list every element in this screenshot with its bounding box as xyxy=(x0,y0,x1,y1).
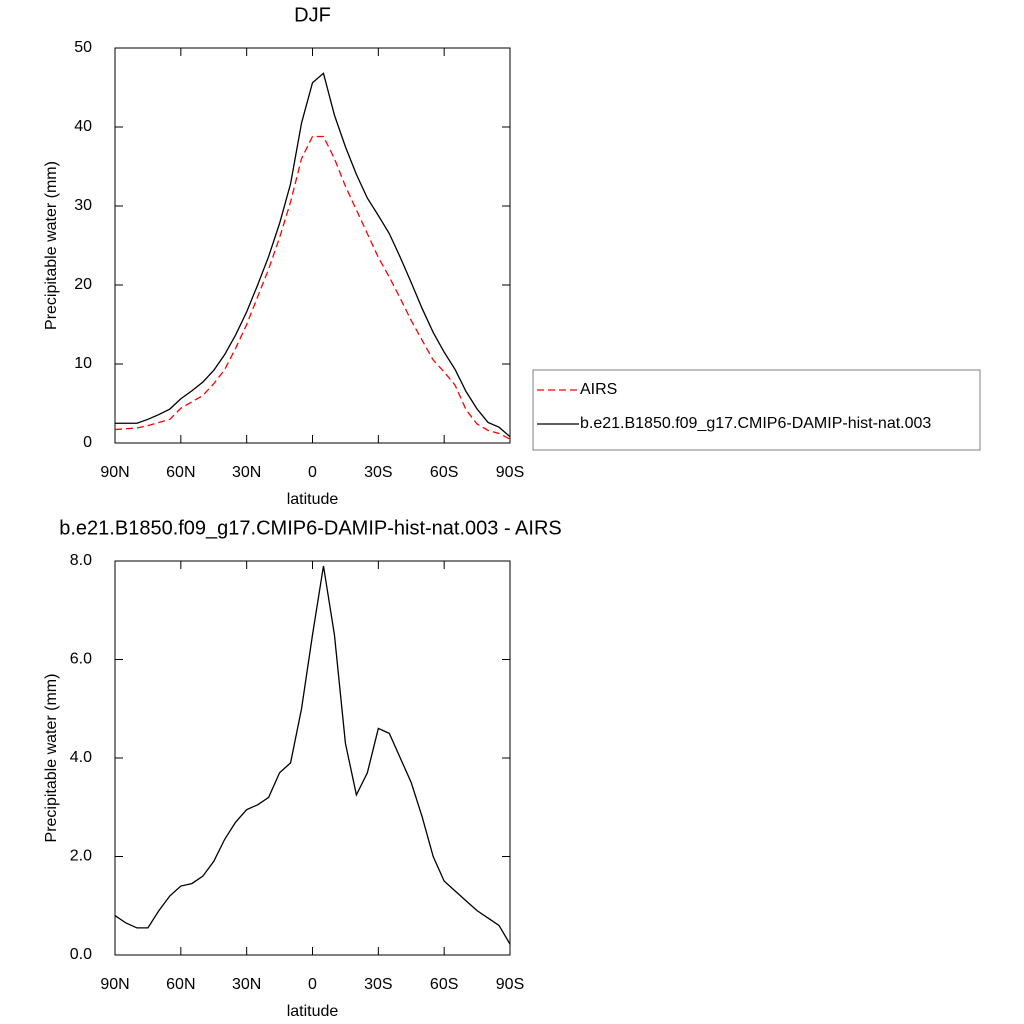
y-tick-label: 2.0 xyxy=(70,848,92,865)
legend-label: b.e21.B1850.f09_g17.CMIP6-DAMIP-hist-nat… xyxy=(580,415,931,432)
legend-box xyxy=(532,369,981,451)
y-tick-label: 50 xyxy=(74,39,92,56)
y-tick-label: 40 xyxy=(74,118,92,135)
x-tick-label: 30N xyxy=(232,464,261,481)
y-tick-label: 4.0 xyxy=(70,749,92,766)
x-tick-label: 0 xyxy=(308,464,317,481)
x-tick-label: 30S xyxy=(364,464,392,481)
plot-frame xyxy=(114,47,511,444)
x-tick-label: 90N xyxy=(100,976,129,993)
x-tick-label: 90N xyxy=(100,464,129,481)
x-axis-label: latitude xyxy=(287,491,339,508)
y-axis-label: Precipitable water (mm) xyxy=(43,674,60,843)
chart-title: DJF xyxy=(294,4,331,26)
x-axis-label: latitude xyxy=(287,1003,339,1020)
x-tick-label: 90S xyxy=(496,976,524,993)
x-tick-label: 90S xyxy=(496,464,524,481)
x-tick-label: 30N xyxy=(232,976,261,993)
x-tick-label: 60S xyxy=(430,976,458,993)
y-tick-label: 10 xyxy=(74,355,92,372)
x-tick-label: 60S xyxy=(430,464,458,481)
x-tick-label: 0 xyxy=(308,976,317,993)
chart-title: b.e21.B1850.f09_g17.CMIP6-DAMIP-hist-nat… xyxy=(59,517,562,539)
y-tick-label: 0 xyxy=(83,434,92,451)
y-axis-label: Precipitable water (mm) xyxy=(43,161,60,330)
y-tick-label: 0.0 xyxy=(70,946,92,963)
y-tick-label: 6.0 xyxy=(70,651,92,668)
x-tick-label: 60N xyxy=(166,976,195,993)
plot-frame xyxy=(114,560,511,956)
x-tick-label: 30S xyxy=(364,976,392,993)
data-line xyxy=(114,565,511,945)
x-tick-label: 60N xyxy=(166,464,195,481)
y-tick-label: 30 xyxy=(74,197,92,214)
data-line xyxy=(114,135,511,440)
y-tick-label: 8.0 xyxy=(70,552,92,569)
legend-label: AIRS xyxy=(580,381,617,398)
y-tick-label: 20 xyxy=(74,276,92,293)
data-line xyxy=(115,72,511,438)
